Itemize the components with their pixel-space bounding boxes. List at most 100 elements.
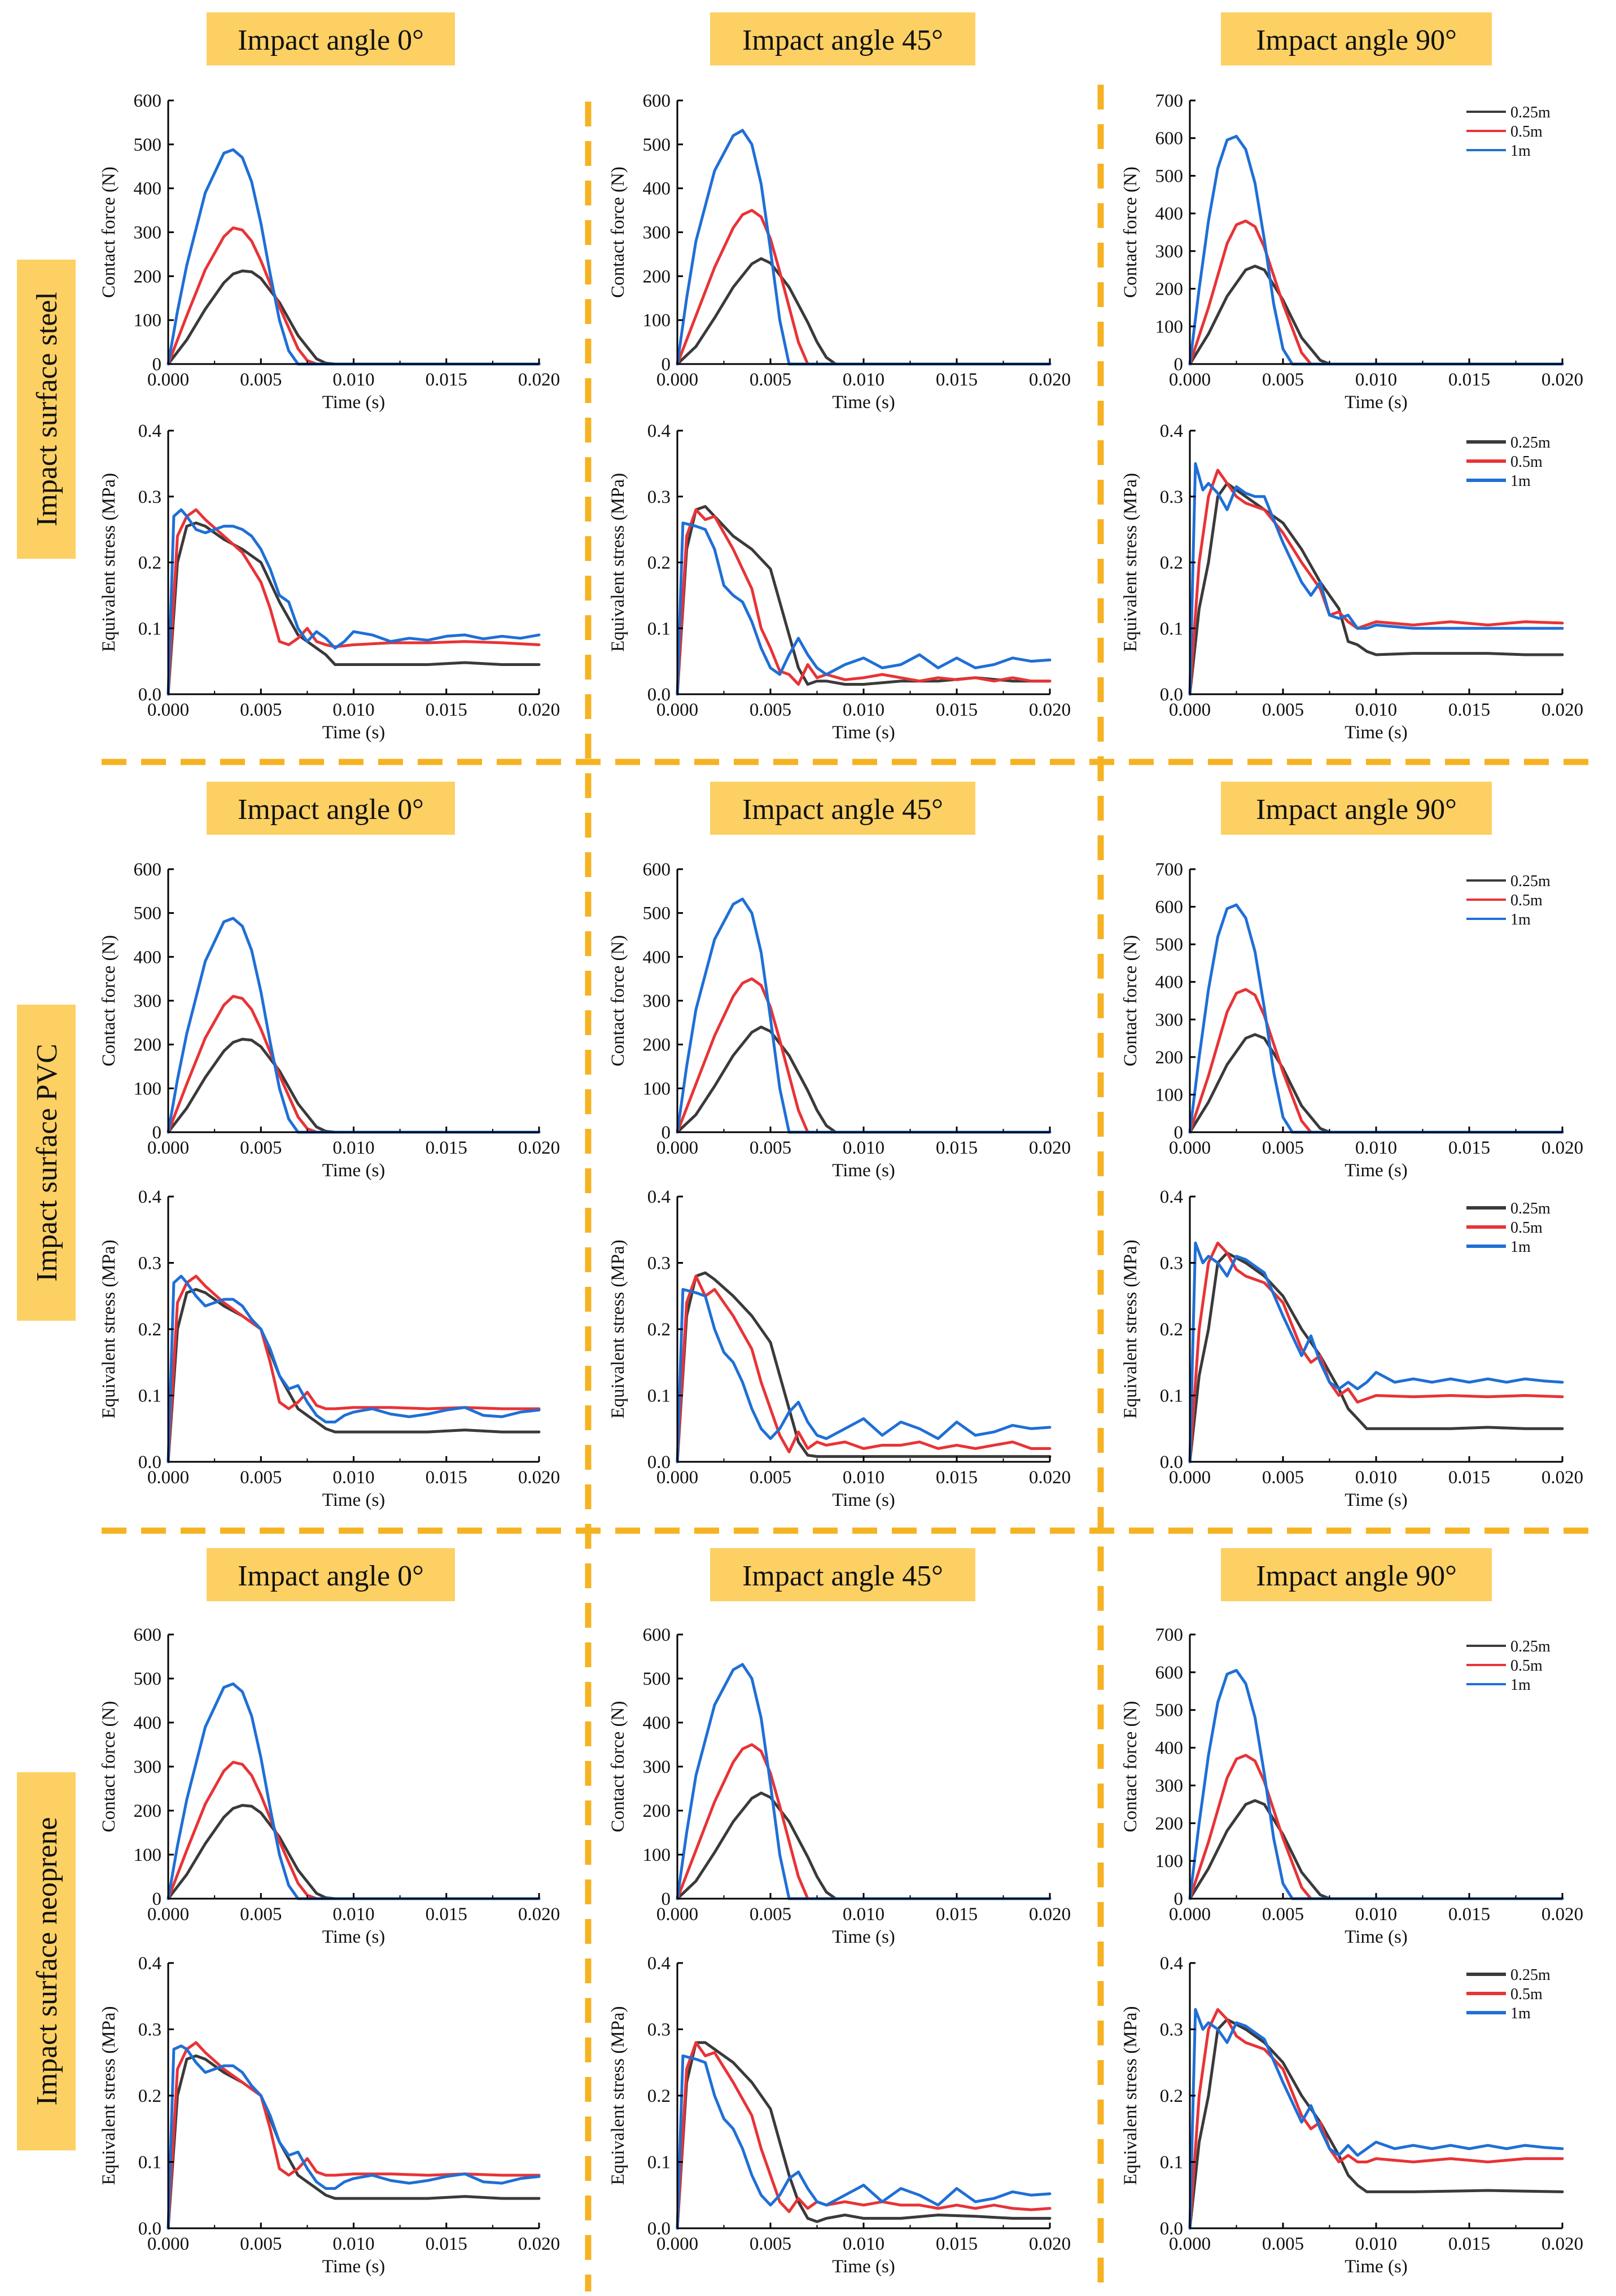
y-tick-label: 0 (662, 354, 671, 375)
chart-panel-steel-90-stress: 0.000 0.005 0.010 0.015 0.020 0.0 0.1 0.2 0.3 0.4… (1120, 421, 1583, 743)
x-tick-label: 0.015 (426, 370, 467, 390)
x-axis-label: Time (s) (832, 1490, 895, 1510)
series-line-0.5m (167, 1760, 541, 1900)
x-axis-label: Time (s) (322, 2256, 386, 2277)
x-tick-label: 0.020 (1029, 700, 1071, 720)
x-tick-label: 0.005 (1262, 700, 1304, 720)
x-tick-label: 0.020 (1029, 1904, 1071, 1925)
series-line-0.5m (676, 977, 1052, 1134)
column-title-group-row2: Impact angle 0° Impact angle 45° Impact … (207, 782, 1492, 835)
y-tick-label: 0.1 (138, 619, 161, 639)
x-tick-label: 0.005 (1262, 370, 1304, 390)
series-line-1m (167, 917, 541, 1134)
x-axis-label: Time (s) (322, 392, 386, 413)
y-tick-label: 0.3 (1160, 1254, 1183, 1274)
y-axis-label: Contact force (N) (608, 1701, 628, 1833)
series-line-1m (676, 1288, 1052, 1464)
chart-panel-steel-45-stress: 0.000 0.005 0.010 0.015 0.020 0.0 0.1 0.2 0.3 0.4… (608, 421, 1071, 743)
x-tick-label: 0.000 (656, 370, 698, 390)
legend-label-0.25m: 0.25m (1510, 104, 1551, 121)
y-tick-label: 0.4 (138, 1187, 161, 1207)
series-line-1m (676, 2054, 1052, 2230)
x-tick-label: 0.010 (843, 1467, 884, 1488)
y-tick-label: 0 (152, 1889, 162, 1909)
y-tick-label: 200 (1155, 279, 1184, 300)
y-tick-label: 100 (134, 310, 162, 331)
title-box (1221, 1548, 1492, 1601)
x-tick-label: 0.010 (843, 2234, 884, 2254)
y-tick-label: 0.0 (138, 1452, 161, 1473)
series-line-0.5m (676, 2041, 1052, 2230)
x-tick-label: 0.015 (426, 2234, 467, 2254)
y-tick-label: 500 (643, 1669, 671, 1689)
series-line-0.25m (167, 1288, 541, 1464)
x-tick-label: 0.000 (147, 700, 189, 720)
x-tick-label: 0.000 (147, 1904, 189, 1925)
x-axis-label: Time (s) (1345, 2256, 1408, 2277)
legend-label-0.5m: 0.5m (1510, 123, 1543, 141)
x-axis-label: Time (s) (832, 392, 895, 413)
legend-label-1m: 1m (1510, 2005, 1531, 2022)
series-line-1m (167, 2044, 541, 2230)
series-line-0.5m (167, 226, 541, 366)
y-tick-label: 0.3 (647, 487, 671, 507)
legend-label-0.25m: 0.25m (1510, 1200, 1551, 1217)
title-box (207, 1548, 455, 1601)
y-axis-label: Contact force (N) (99, 166, 119, 298)
y-axis-label: Contact force (N) (608, 935, 628, 1067)
y-tick-label: 0.1 (647, 1386, 671, 1406)
series-line-1m (167, 1274, 541, 1464)
x-tick-label: 0.005 (240, 2234, 282, 2254)
x-tick-label: 0.020 (518, 1138, 560, 1158)
legend-label-0.25m: 0.25m (1510, 873, 1551, 890)
x-tick-label: 0.020 (1541, 370, 1583, 390)
y-tick-label: 0.1 (138, 1386, 161, 1406)
chart-panel-steel-0-stress: 0.000 0.005 0.010 0.015 0.020 0.0 0.1 0.2 0.3 0.4… (99, 421, 560, 743)
x-tick-label: 0.015 (1448, 700, 1490, 720)
y-tick-label: 300 (134, 223, 162, 243)
x-tick-label: 0.000 (147, 370, 189, 390)
y-tick-label: 0.4 (647, 421, 671, 441)
x-tick-label: 0.000 (147, 2234, 189, 2254)
y-axis-label: Contact force (N) (1120, 1701, 1141, 1833)
y-tick-label: 200 (643, 1035, 671, 1055)
y-tick-label: 0.2 (647, 2086, 671, 2106)
y-tick-label: 0.3 (1160, 487, 1183, 507)
x-axis-label: Time (s) (1345, 1927, 1408, 1947)
x-tick-label: 0.010 (843, 1904, 884, 1925)
series-line-0.25m (1188, 2018, 1564, 2230)
series-line-0.25m (167, 2054, 541, 2230)
series-line-1m (1188, 134, 1564, 366)
x-tick-label: 0.005 (1262, 1467, 1304, 1488)
x-tick-label: 0.010 (1355, 1467, 1397, 1488)
series-line-1m (676, 897, 1052, 1134)
series-line-0.5m (167, 508, 541, 696)
x-tick-label: 0.020 (518, 1467, 560, 1488)
x-tick-label: 0.010 (843, 1138, 884, 1158)
y-tick-label: 100 (643, 1079, 671, 1099)
x-tick-label: 0.020 (1541, 2234, 1583, 2254)
column-title-group-row3: Impact angle 0° Impact angle 45° Impact … (207, 1548, 1492, 1601)
column-title-90: Impact angle 90° (1256, 24, 1457, 56)
series-line-0.5m (1188, 1241, 1564, 1464)
column-title-0: Impact angle 0° (238, 794, 424, 826)
x-axis-label: Time (s) (322, 722, 386, 743)
x-axis-label: Time (s) (322, 1927, 386, 1947)
chart-panel-neoprene-0-stress: 0.000 0.005 0.010 0.015 0.020 0.0 0.1 0.2 0.3 0.4… (99, 1953, 560, 2277)
y-tick-label: 200 (1155, 1048, 1184, 1068)
y-tick-label: 0.3 (647, 2020, 671, 2040)
y-axis-label: Contact force (N) (1120, 166, 1141, 298)
legend-label-0.5m: 0.5m (1510, 453, 1543, 471)
series-line-0.5m (167, 1274, 541, 1464)
row-label-steel: Impact surface steel (17, 260, 76, 559)
y-tick-label: 0.1 (1160, 2153, 1183, 2173)
y-tick-label: 0 (1174, 1123, 1184, 1143)
series-line-0.25m (676, 1026, 1052, 1134)
x-axis-label: Time (s) (1345, 1490, 1408, 1510)
chart-panel-neoprene-45-stress: 0.000 0.005 0.010 0.015 0.020 0.0 0.1 0.2 0.3 0.4… (608, 1953, 1071, 2277)
x-tick-label: 0.020 (518, 370, 560, 390)
x-tick-label: 0.010 (1355, 2234, 1397, 2254)
y-tick-label: 400 (134, 179, 162, 199)
row-label-neoprene: Impact surface neoprene (17, 1772, 76, 2150)
